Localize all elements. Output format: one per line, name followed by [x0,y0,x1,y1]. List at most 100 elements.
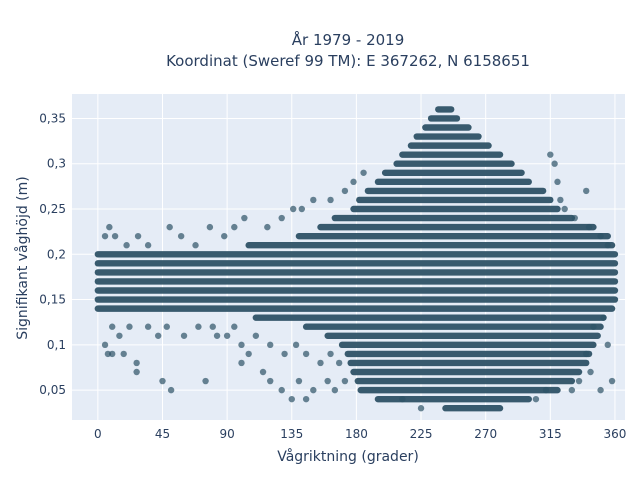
scatter-point [575,377,583,385]
scatter-point [180,332,188,339]
scatter-point [335,359,343,367]
scatter-point [231,323,238,330]
scatter-point [302,395,310,403]
scatter-point [154,332,162,339]
x-tick-label: 315 [539,427,562,441]
scatter-point [350,178,357,186]
scatter-point [231,223,238,231]
scatter-point [111,232,119,240]
scatter-point [166,223,173,231]
scatter-point [134,232,142,240]
scatter-bands [94,106,619,412]
y-tick-label: 0,15 [39,293,66,307]
scatter-point [587,368,594,376]
scatter-point [177,232,185,240]
scatter-point [206,223,214,231]
y-tick-label: 0,05 [39,383,66,397]
scatter-point [542,386,550,394]
scatter-point [116,332,123,339]
y-tick-label: 0,35 [39,111,66,125]
scatter-point [295,377,303,385]
scatter-point [167,386,175,394]
scatter-point [583,187,590,195]
scatter-point [568,386,576,394]
scatter-point [341,187,349,195]
scatter-point [120,350,127,358]
scatter-point [583,350,590,358]
scatter-point [101,232,109,240]
scatter-point [597,386,604,394]
scatter-point [106,223,113,231]
scatter-point [126,323,133,330]
scatter-point [600,314,607,321]
scatter-point [360,169,367,176]
scatter-point [324,377,331,385]
scatter-point [302,350,310,358]
y-axis-title: Signifikant våghöjd (m) [14,176,31,339]
scatter-point [221,232,228,240]
scatter-point [192,242,199,249]
scatter-point [547,151,554,158]
scatter-point [331,386,339,394]
scatter-point [202,377,209,385]
scatter-points [101,151,616,412]
scatter-point [123,242,130,249]
scatter-point [327,350,334,358]
scatter-point [101,341,109,349]
y-tick-label: 0,3 [47,157,66,171]
scatter-point [133,359,140,367]
scatter-point [417,405,425,412]
x-axis-title: Vågriktning (grader) [277,448,419,465]
scatter-point [252,332,260,339]
scatter-point [159,377,166,385]
scatter-point [278,214,285,222]
scatter-point [310,196,317,204]
scatter-point [597,232,604,240]
x-tick-label: 0 [94,427,102,441]
scatter-point [608,377,616,385]
scatter-point [571,214,578,222]
x-tick-label: 90 [219,427,234,441]
scatter-point [238,359,245,367]
scatter-point [144,323,152,330]
scatter-point [341,377,349,385]
scatter-point [585,223,593,231]
scatter-point [327,196,334,204]
scatter-point [278,386,285,394]
scatter-point [267,377,274,385]
scatter-point [109,323,116,330]
scatter-point [561,205,568,213]
scatter-point [264,223,271,231]
scatter-point [290,205,297,213]
scatter-point [317,359,324,367]
scatter-point [310,386,317,394]
scatter-point [288,395,295,403]
x-tick-label: 225 [410,427,433,441]
chart-title-line-1: År 1979 - 2019 [292,30,405,49]
scatter-point [133,368,140,376]
chart-title-line-2: Koordinat (Sweref 99 TM): E 367262, N 61… [166,52,530,70]
scatter-point [245,350,252,358]
scatter-point [223,332,231,339]
scatter-point [292,341,300,349]
y-tick-label: 0,2 [47,247,66,261]
scatter-point [399,395,406,403]
y-tick-label: 0,1 [47,338,66,352]
scatter-point [267,341,274,349]
scatter-point [298,205,306,213]
tick-labels: 0 45 90 135 180 225 270 315 360 0,05 0,1 0,15 0,2 0,2… [39,111,626,441]
x-tick-label: 180 [345,427,368,441]
scatter-point [604,341,611,349]
x-tick-label: 135 [280,427,303,441]
x-tick-label: 360 [603,427,626,441]
x-tick-label: 45 [155,427,170,441]
scatter-point [213,332,221,339]
scatter-point [209,323,216,330]
scatter-point [195,323,202,330]
scatter-point [604,242,611,249]
y-tick-label: 0,25 [39,202,66,216]
x-tick-label: 270 [474,427,497,441]
scatter-point [163,323,170,330]
